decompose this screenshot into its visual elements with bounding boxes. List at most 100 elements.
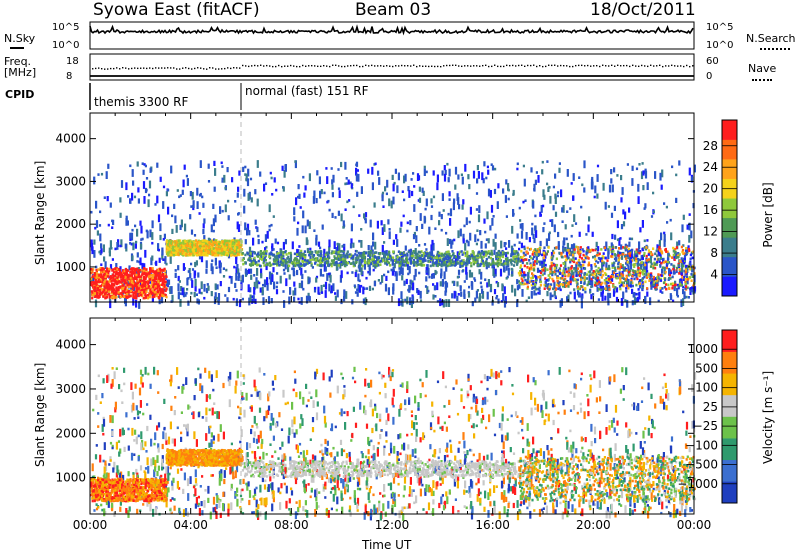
freq-dot xyxy=(596,64,598,67)
power-speckle xyxy=(447,177,450,183)
power-cell xyxy=(235,239,238,243)
power-speckle xyxy=(382,205,385,208)
power-speckle xyxy=(457,230,460,239)
power-speckle xyxy=(614,234,617,240)
power-cell xyxy=(264,258,267,262)
power-speckle xyxy=(658,239,661,248)
power-cell xyxy=(159,267,162,271)
power-cell xyxy=(490,250,493,253)
power-cell xyxy=(182,248,185,251)
power-cell xyxy=(370,262,373,266)
power-speckle xyxy=(260,268,263,277)
power-speckle xyxy=(191,280,194,288)
power-speckle xyxy=(140,238,143,241)
power-speckle xyxy=(191,191,194,200)
power-cell xyxy=(556,275,559,278)
power-cell xyxy=(203,242,206,245)
power-cell xyxy=(401,257,404,261)
power-speckle xyxy=(275,188,278,192)
power-speckle xyxy=(189,191,192,197)
power-speckle xyxy=(485,176,488,180)
power-speckle xyxy=(90,210,93,214)
power-speckle xyxy=(628,241,631,247)
power-speckle xyxy=(644,296,647,304)
power-cell xyxy=(544,277,547,280)
power-speckle xyxy=(643,207,646,210)
power-speckle xyxy=(337,168,340,171)
power-cell xyxy=(225,247,228,250)
power-cell xyxy=(165,287,168,291)
power-speckle xyxy=(430,250,434,258)
power-speckle xyxy=(462,199,465,205)
power-cell xyxy=(482,255,485,259)
power-cell xyxy=(262,250,265,254)
power-cell xyxy=(468,257,471,260)
freq-dot xyxy=(257,65,259,67)
power-speckle xyxy=(552,205,555,211)
power-speckle xyxy=(542,189,545,198)
power-cell xyxy=(639,272,642,275)
power-speckle xyxy=(381,227,384,235)
power-speckle xyxy=(367,250,371,256)
power-speckle xyxy=(154,203,157,206)
power-cell xyxy=(105,284,108,288)
power-speckle xyxy=(165,191,168,197)
power-speckle xyxy=(114,247,117,251)
power-speckle xyxy=(247,284,250,293)
power-speckle xyxy=(381,193,384,202)
power-cell xyxy=(166,243,169,246)
power-cell xyxy=(112,286,115,289)
power-speckle xyxy=(159,176,162,182)
power-cell xyxy=(238,239,241,242)
power-cell xyxy=(472,260,475,263)
power-speckle xyxy=(503,299,507,308)
freq-tick-top: 18 xyxy=(66,56,79,67)
freq-dot xyxy=(488,65,490,68)
power-speckle xyxy=(347,179,350,185)
power-cell xyxy=(137,270,140,274)
power-cell xyxy=(113,296,116,300)
power-cell xyxy=(423,263,426,267)
power-speckle xyxy=(407,288,410,292)
power-cell xyxy=(487,250,490,253)
power-cell xyxy=(528,259,531,262)
power-speckle xyxy=(400,300,403,306)
power-cell xyxy=(274,262,277,265)
power-cell xyxy=(140,288,144,291)
freq-dot xyxy=(506,64,508,67)
power-cell xyxy=(167,239,170,243)
power-speckle xyxy=(546,160,549,163)
power-cell xyxy=(310,262,313,266)
power-speckle xyxy=(392,239,395,245)
power-cell xyxy=(219,251,222,255)
power-cell xyxy=(339,256,342,260)
freq-dot xyxy=(143,67,145,69)
freq-dot xyxy=(641,64,643,67)
power-cell xyxy=(152,279,155,282)
power-cell xyxy=(607,281,610,284)
power-speckle xyxy=(641,162,644,165)
power-cell xyxy=(492,260,495,263)
power-speckle xyxy=(355,173,358,182)
power-cell xyxy=(462,261,465,264)
power-cell xyxy=(103,292,107,296)
power-cell xyxy=(569,280,572,284)
power-speckle xyxy=(407,186,410,192)
power-speckle xyxy=(136,260,139,263)
power-cell xyxy=(513,255,516,258)
power-speckle xyxy=(535,230,538,238)
power-speckle xyxy=(417,289,420,295)
power-cell xyxy=(129,289,133,293)
power-cell xyxy=(419,259,422,263)
power-speckle xyxy=(429,260,432,263)
power-speckle xyxy=(557,191,560,194)
power-cell xyxy=(414,256,417,260)
freq-dot xyxy=(434,65,436,68)
power-speckle xyxy=(649,297,652,306)
freq-dot xyxy=(623,64,625,67)
power-speckle xyxy=(95,220,99,228)
power-cell xyxy=(123,271,126,275)
power-speckle xyxy=(356,291,359,297)
power-speckle xyxy=(160,295,164,304)
power-speckle xyxy=(446,238,449,246)
